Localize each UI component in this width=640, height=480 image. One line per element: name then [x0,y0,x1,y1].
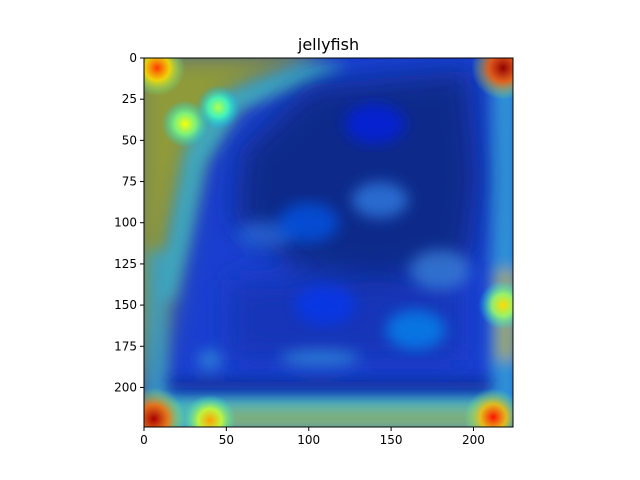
heatmap-patch-1 [352,182,408,218]
y-axis: 0 25 50 75 100 125 150 175 200 [114,51,144,394]
x-tick-label: 100 [297,433,320,447]
heatmap-lowland [385,309,446,350]
heatmap-lowland [295,285,356,326]
heatmap-right-band [490,70,513,420]
heatmap-patch-3 [280,350,360,366]
y-tick-label: 25 [122,92,137,106]
x-tick-label: 0 [140,433,148,447]
heatmap-dark-line [170,380,490,390]
heatmap-hotspot [184,394,236,427]
y-tick-label: 50 [122,133,137,147]
y-tick-label: 100 [114,216,137,230]
heatmap-hotspot [471,58,513,100]
heatmap-patch-2 [410,250,470,290]
x-tick-label: 200 [462,433,485,447]
x-axis: 0 50 100 150 200 [140,427,485,447]
heatmap-hotspot [144,58,186,96]
heatmap-hotspot [196,85,241,130]
plot-frame [143,57,514,428]
heatmap-lowland [278,202,339,243]
heatmap-hotspot [478,280,513,330]
heatmap-bottom-yellow [190,408,480,427]
heatmap-left-cyan [146,250,168,400]
y-tick-label: 75 [122,175,137,189]
heatmap-hotspot [144,387,185,427]
heatmap-patch-5 [198,350,222,370]
heatmap-hotspot [464,388,513,427]
heatmap-patch-4 [237,221,293,249]
y-tick-label: 200 [114,380,137,394]
y-tick-label: 125 [114,257,137,271]
y-tick-label: 150 [114,298,137,312]
y-tick-label: 175 [114,339,137,353]
heatmap-lowland [344,103,405,144]
plot-area [144,58,513,427]
x-tick-label: 50 [219,433,234,447]
chart-title: jellyfish [297,35,359,54]
y-tick-label: 0 [129,51,137,65]
heatmap-hotspots [144,58,513,427]
x-tick-label: 150 [380,433,403,447]
